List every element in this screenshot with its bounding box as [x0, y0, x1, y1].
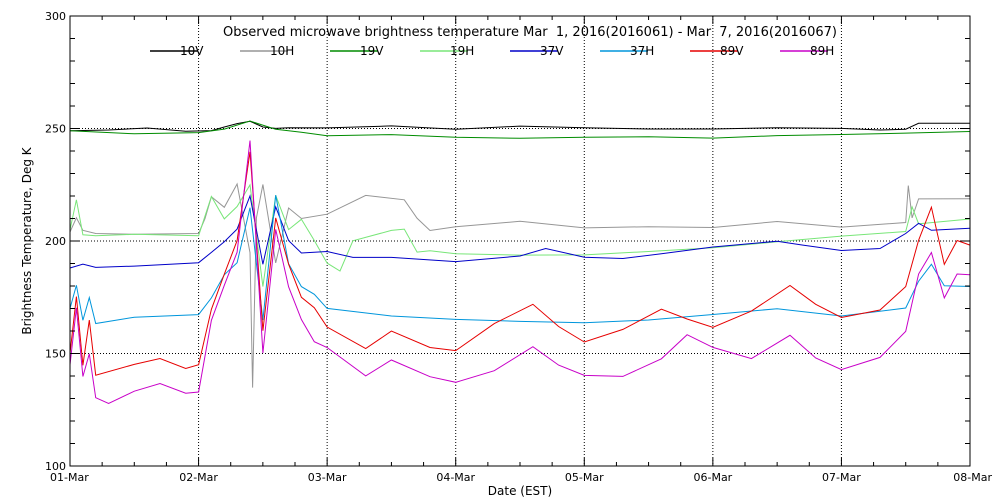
legend-label-89v: 89V	[720, 44, 744, 58]
chart-title: Observed microwave brightness temperatur…	[223, 25, 837, 40]
grid	[70, 16, 970, 466]
y-tick-label: 100	[45, 460, 66, 473]
legend-label-37h: 37H	[630, 44, 654, 58]
series-line-19v	[69, 120, 971, 139]
x-tick-label: 06-Mar	[693, 471, 732, 484]
legend-label-19h: 19H	[450, 44, 474, 58]
x-axis-label: Date (EST)	[488, 484, 552, 498]
ticks: 01-Mar 02-Mar 03-Mar 04-Mar 05-Mar 06-Mar 07-M…	[45, 10, 992, 484]
series-line-89v	[69, 151, 971, 376]
legend-label-10v: 10V	[180, 44, 204, 58]
series-line-89h	[69, 140, 971, 404]
legend-label-37v: 37V	[540, 44, 564, 58]
y-axis-label: Brightness Temperature, Deg K	[20, 146, 34, 334]
series-line-37h	[69, 195, 971, 325]
series-layer	[69, 120, 971, 404]
x-tick-label: 04-Mar	[436, 471, 475, 484]
legend-label-19v: 19V	[360, 44, 384, 58]
x-tick-label: 02-Mar	[179, 471, 218, 484]
x-tick-label: 03-Mar	[308, 471, 347, 484]
legend-label-10h: 10H	[270, 44, 294, 58]
y-tick-label: 200	[45, 235, 66, 248]
x-tick-label: 07-Mar	[822, 471, 861, 484]
x-tick-label: 08-Mar	[953, 471, 992, 484]
series-line-19h	[69, 183, 971, 287]
legend: 10V 10H 19V 19H 37V 37H 89V 89H	[150, 44, 834, 58]
legend-label-89h: 89H	[810, 44, 834, 58]
y-tick-label: 250	[45, 123, 66, 136]
y-tick-label: 300	[45, 10, 66, 23]
series-line-10v	[69, 120, 971, 132]
x-tick-label: 01-Mar	[50, 471, 89, 484]
series-line-37v	[69, 194, 971, 269]
x-tick-label: 05-Mar	[565, 471, 604, 484]
y-tick-label: 150	[45, 348, 66, 361]
